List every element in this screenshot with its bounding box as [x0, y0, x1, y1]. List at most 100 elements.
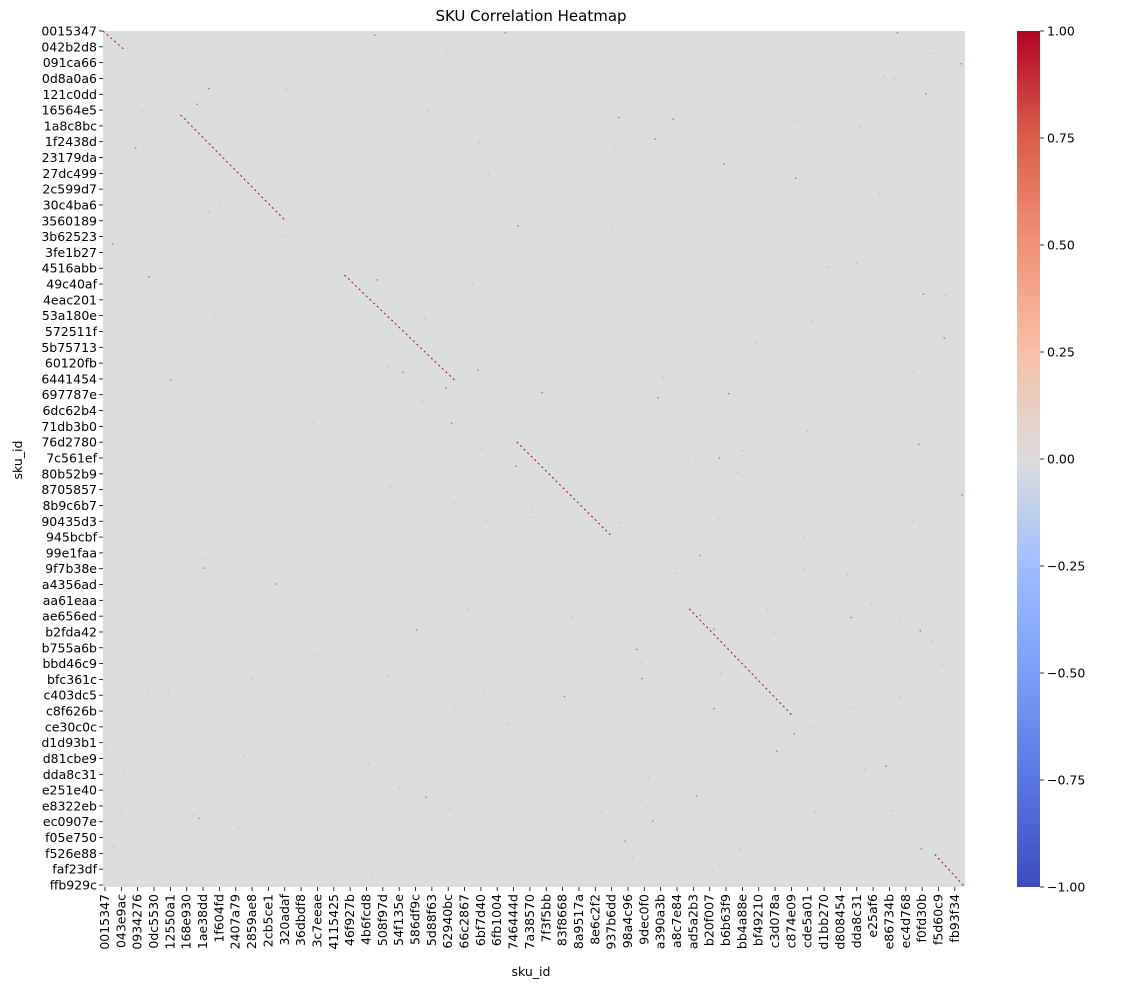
heatmap-cell	[421, 400, 423, 403]
x-tick-label: 937b6dd	[604, 894, 619, 950]
heatmap-cell	[646, 516, 648, 519]
y-tick-label: 80b52b9	[41, 466, 97, 481]
heatmap-cell	[867, 509, 869, 511]
heatmap-cell	[572, 362, 574, 364]
heatmap-cell	[631, 223, 633, 225]
heatmap-cell	[636, 648, 638, 651]
heatmap-cell	[416, 629, 418, 631]
y-tick-label: 30c4ba6	[43, 197, 97, 212]
y-tick-label: 9f7b38e	[45, 561, 97, 576]
heatmap-cell	[802, 615, 805, 618]
y-tick-label: 1a8c8bc	[44, 118, 97, 133]
heatmap-cell	[386, 674, 389, 677]
x-tick-label: 62940bc	[440, 894, 455, 949]
x-tick-label: 508f97d	[375, 894, 390, 946]
heatmap-cell	[752, 702, 755, 705]
heatmap-cell	[856, 582, 859, 584]
heatmap-cell	[531, 508, 534, 510]
heatmap-cell	[467, 607, 469, 610]
y-tick-label: ffb929c	[50, 878, 97, 893]
heatmap-cell	[893, 78, 896, 80]
heatmap-cell	[806, 430, 808, 433]
heatmap-cell	[285, 88, 287, 90]
heatmap-cell	[865, 793, 867, 795]
y-axis-ticks: 0015347042b2d8091ca660d8a0a6121c0dd16564…	[41, 24, 103, 893]
colorbar-tick-label: 0.00	[1047, 452, 1075, 467]
heatmap-cell	[667, 240, 669, 242]
heatmap-cell	[251, 677, 254, 679]
heatmap-cell	[167, 692, 170, 694]
heatmap-cell	[421, 300, 423, 303]
heatmap-cell	[587, 424, 590, 426]
y-axis-label: sku_id	[10, 441, 25, 480]
heatmap-cell	[799, 136, 801, 138]
heatmap-cell	[766, 609, 769, 611]
heatmap-cell	[234, 823, 236, 825]
heatmap-cell	[132, 503, 134, 505]
heatmap-cell	[446, 231, 448, 234]
heatmap-cell	[859, 130, 861, 132]
x-tick-label: fb93f34	[947, 894, 962, 943]
heatmap-cell	[802, 537, 805, 539]
heatmap-cell	[864, 768, 866, 770]
x-tick-label: 5d88f63	[424, 894, 439, 946]
heatmap-cell	[238, 827, 240, 829]
heatmap-cell	[218, 204, 220, 206]
x-tick-label: 586df9c	[408, 894, 423, 945]
heatmap-cell	[595, 169, 597, 171]
heatmap-cell	[849, 707, 852, 710]
heatmap-cell	[301, 722, 303, 724]
y-tick-label: 091ca66	[43, 55, 97, 70]
x-tick-label: b6b63f9	[718, 894, 733, 946]
y-tick-label: 042b2d8	[41, 39, 97, 54]
y-tick-label: 572511f	[45, 324, 98, 339]
y-tick-label: 6dc62b4	[42, 403, 97, 418]
heatmap-cell	[575, 767, 577, 770]
x-tick-label: 83f8668	[555, 894, 570, 946]
heatmap-cell	[515, 465, 517, 468]
heatmap-cell	[388, 366, 390, 368]
heatmap-cell	[399, 599, 401, 602]
heatmap-cell	[716, 308, 719, 310]
heatmap-cell	[104, 559, 106, 561]
y-tick-label: 7c561ef	[46, 451, 97, 466]
heatmap-cell	[911, 519, 914, 522]
colorbar	[1017, 31, 1040, 887]
colorbar-tick-label: −0.50	[1047, 666, 1085, 681]
heatmap-cell	[205, 316, 207, 318]
heatmap-cell	[650, 640, 652, 642]
heatmap-cell	[366, 557, 369, 559]
x-tick-label: 7f3f5bb	[538, 894, 553, 943]
x-tick-label: 7a38570	[522, 894, 537, 949]
y-tick-label: bfc361c	[47, 672, 97, 687]
heatmap-cell	[113, 881, 115, 883]
y-tick-label: 6441454	[41, 371, 97, 386]
heatmap-cell	[295, 209, 297, 212]
y-tick-label: a4356ad	[42, 577, 97, 592]
heatmap-cell	[652, 820, 654, 822]
heatmap-cell	[104, 746, 106, 748]
x-tick-label: 36dbdf8	[293, 894, 308, 946]
heatmap-cell	[585, 152, 587, 154]
x-tick-label: dda8c31	[849, 894, 864, 948]
colorbar-ticks: 1.00 0.75 0.50 0.25 0.00 −0.25 −0.50 −0.75 −1.00	[1040, 24, 1085, 895]
heatmap-cell	[196, 103, 198, 105]
heatmap-cell	[614, 149, 616, 151]
x-tick-label: 1f604fd	[211, 894, 226, 943]
heatmap-cell	[676, 572, 678, 575]
heatmap-cell	[648, 154, 650, 156]
y-tick-label: d81cbe9	[43, 751, 97, 766]
y-tick-label: 4eac201	[43, 292, 97, 307]
y-tick-label: e251e40	[42, 783, 97, 798]
heatmap-cell	[827, 126, 830, 128]
x-tick-label: a8c7e84	[669, 894, 684, 948]
colorbar-tick-label: 0.75	[1047, 131, 1075, 146]
heatmap-cell	[308, 786, 310, 788]
off-diagonal-cells	[103, 31, 963, 886]
heatmap-cell	[718, 517, 720, 519]
heatmap-cell	[838, 380, 840, 382]
heatmap-cell	[358, 681, 361, 683]
heatmap-cell	[433, 458, 436, 461]
heatmap-cell	[898, 620, 901, 622]
